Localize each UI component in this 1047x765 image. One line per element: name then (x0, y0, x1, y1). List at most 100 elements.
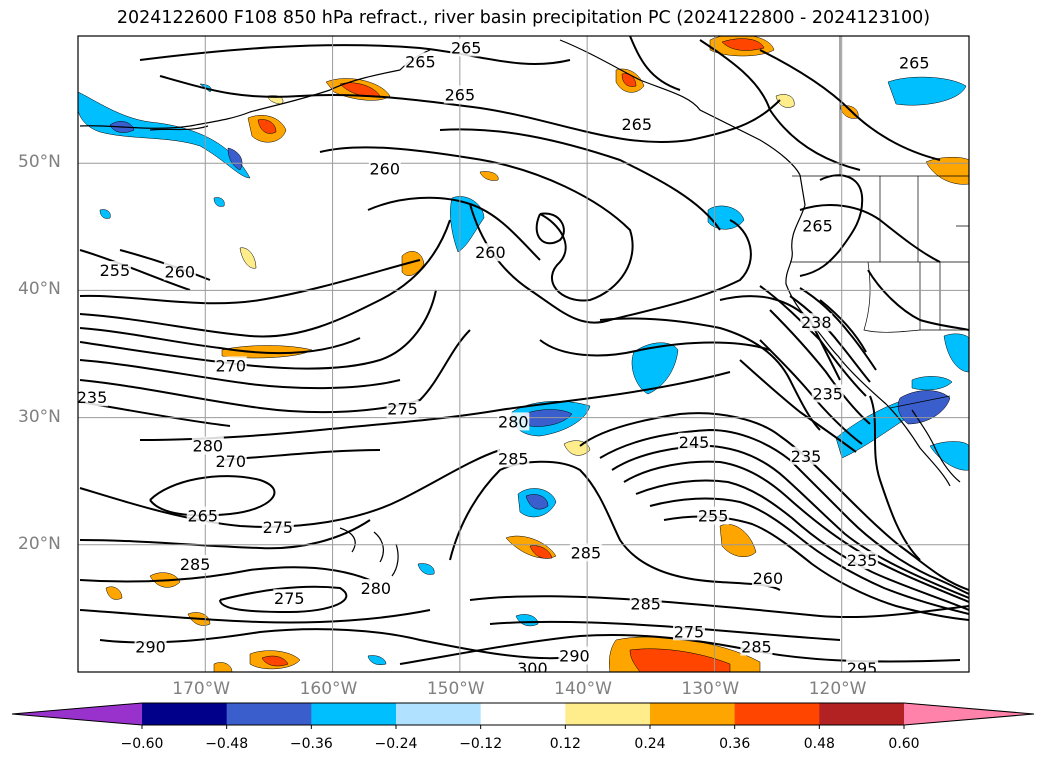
contour-label-background (790, 446, 823, 465)
latitude-tick-label: 30°N (18, 406, 61, 427)
contour-label: 260 (165, 262, 196, 281)
contour-label: 235 (812, 384, 843, 403)
contour-label-background (386, 399, 419, 418)
contour-label: 295 (847, 659, 878, 678)
contour-label-background (740, 637, 773, 656)
contour-label: 235 (77, 388, 108, 407)
contour-label: 280 (361, 579, 392, 598)
longitude-tick-label: 150°W (426, 679, 485, 699)
longitude-tick-label: 130°W (681, 679, 740, 699)
latitude-tick-label: 20°N (18, 533, 61, 554)
contour-label-background (359, 579, 392, 598)
contour-label: 245 (679, 433, 710, 452)
contour-label: 265 (899, 54, 930, 73)
contour-label-background (697, 506, 730, 525)
colorbar-tick-label: −0.24 (374, 736, 418, 752)
contour-label-background (261, 517, 294, 536)
contour-label: 285 (498, 449, 529, 468)
contour-label: 275 (263, 518, 294, 537)
contour-label-background (214, 451, 247, 470)
colorbar-swatch (734, 703, 820, 725)
colorbar-swatch (650, 703, 736, 725)
contour-label-background (443, 85, 476, 104)
contour-label: 275 (274, 589, 305, 608)
contour-label: 285 (630, 594, 661, 613)
colorbar-tick-label: −0.36 (289, 736, 333, 752)
contour-label-background (620, 114, 653, 133)
contour-label: 265 (451, 38, 482, 57)
contour-label: 290 (135, 638, 166, 657)
contour-label: 270 (215, 452, 246, 471)
contour-label: 265 (405, 52, 436, 71)
contour-label-background (811, 384, 844, 403)
contour-label-background (78, 388, 109, 407)
longitude-tick-label: 120°W (808, 679, 867, 699)
contour-label-background (801, 216, 834, 235)
contour-label: 260 (369, 159, 400, 178)
colorbar-swatch (396, 703, 482, 725)
contour-label-background (134, 637, 167, 656)
contour-label-background (214, 356, 247, 375)
political-borders (790, 36, 969, 409)
latitude-tick-label: 50°N (18, 152, 61, 173)
contour-label-background (273, 589, 306, 608)
contour-label-background (404, 52, 437, 71)
contour-label-background (186, 506, 219, 525)
contour-label-background (516, 659, 549, 672)
colorbar-tick-label: 0.36 (719, 736, 751, 752)
contour-label-background (497, 412, 530, 431)
coastlines (79, 39, 961, 577)
contour-label: 260 (753, 569, 784, 588)
contour-label-background (800, 313, 833, 332)
contour-label: 265 (445, 86, 476, 105)
contour-label: 300 (517, 659, 548, 678)
contour-label-background (846, 659, 879, 672)
longitude-tick-label: 170°W (172, 679, 231, 699)
contour-label-background (368, 159, 401, 178)
contour-label: 280 (193, 437, 224, 456)
contour-label-background (672, 622, 705, 641)
contour-label: 265 (622, 115, 653, 134)
colorbar-tick-label: −0.60 (120, 736, 164, 752)
contour-label: 270 (215, 356, 246, 375)
contour-label-background (450, 38, 483, 57)
longitude-tick-label: 140°W (554, 679, 612, 699)
colorbar-tick-label: −0.48 (205, 736, 249, 752)
contour-label-background (558, 646, 591, 665)
colorbar-tick-label: 0.12 (549, 736, 581, 752)
contour-label: 238 (801, 313, 832, 332)
contour-label: 285 (180, 555, 211, 574)
contour-label: 235 (791, 447, 822, 466)
contour-label-background (474, 243, 507, 262)
contour-label-background (678, 432, 711, 451)
contour-label: 265 (187, 507, 218, 526)
contour-label: 260 (475, 243, 506, 262)
colorbar-tick-label: 0.24 (634, 736, 666, 752)
map-panel: 265 265 265 265 265 260 260 265 255 260 270 235 275 2… (77, 36, 969, 678)
contour-label-background (163, 262, 196, 281)
contour-label-background (497, 449, 530, 468)
colorbar-swatch (311, 703, 397, 725)
contour-label-background (898, 53, 931, 72)
latitude-tick-label: 40°N (18, 279, 61, 300)
contour-label-background (751, 568, 784, 587)
contour-label-background (98, 261, 131, 280)
colorbar-swatch (226, 703, 312, 725)
contour-labels: 265 265 265 265 265 260 260 265 255 260 270 235 275 2… (77, 38, 931, 678)
contour-label: 275 (387, 400, 418, 419)
contour-label: 285 (741, 638, 772, 657)
colorbar (11, 702, 1035, 729)
colorbar-tick-label: −0.12 (459, 736, 503, 752)
contour-label: 285 (571, 543, 602, 562)
contour-label: 255 (698, 507, 729, 526)
contour-label-background (569, 543, 602, 562)
colorbar-swatch (819, 703, 905, 725)
colorbar-extend-max (904, 703, 1034, 725)
contour-label: 235 (847, 551, 878, 570)
contour-label-background (179, 554, 212, 573)
contour-label: 275 (674, 622, 705, 641)
colorbar-swatch (565, 703, 651, 725)
longitude-tick-label: 160°W (299, 679, 358, 699)
map-frame (77, 35, 970, 673)
